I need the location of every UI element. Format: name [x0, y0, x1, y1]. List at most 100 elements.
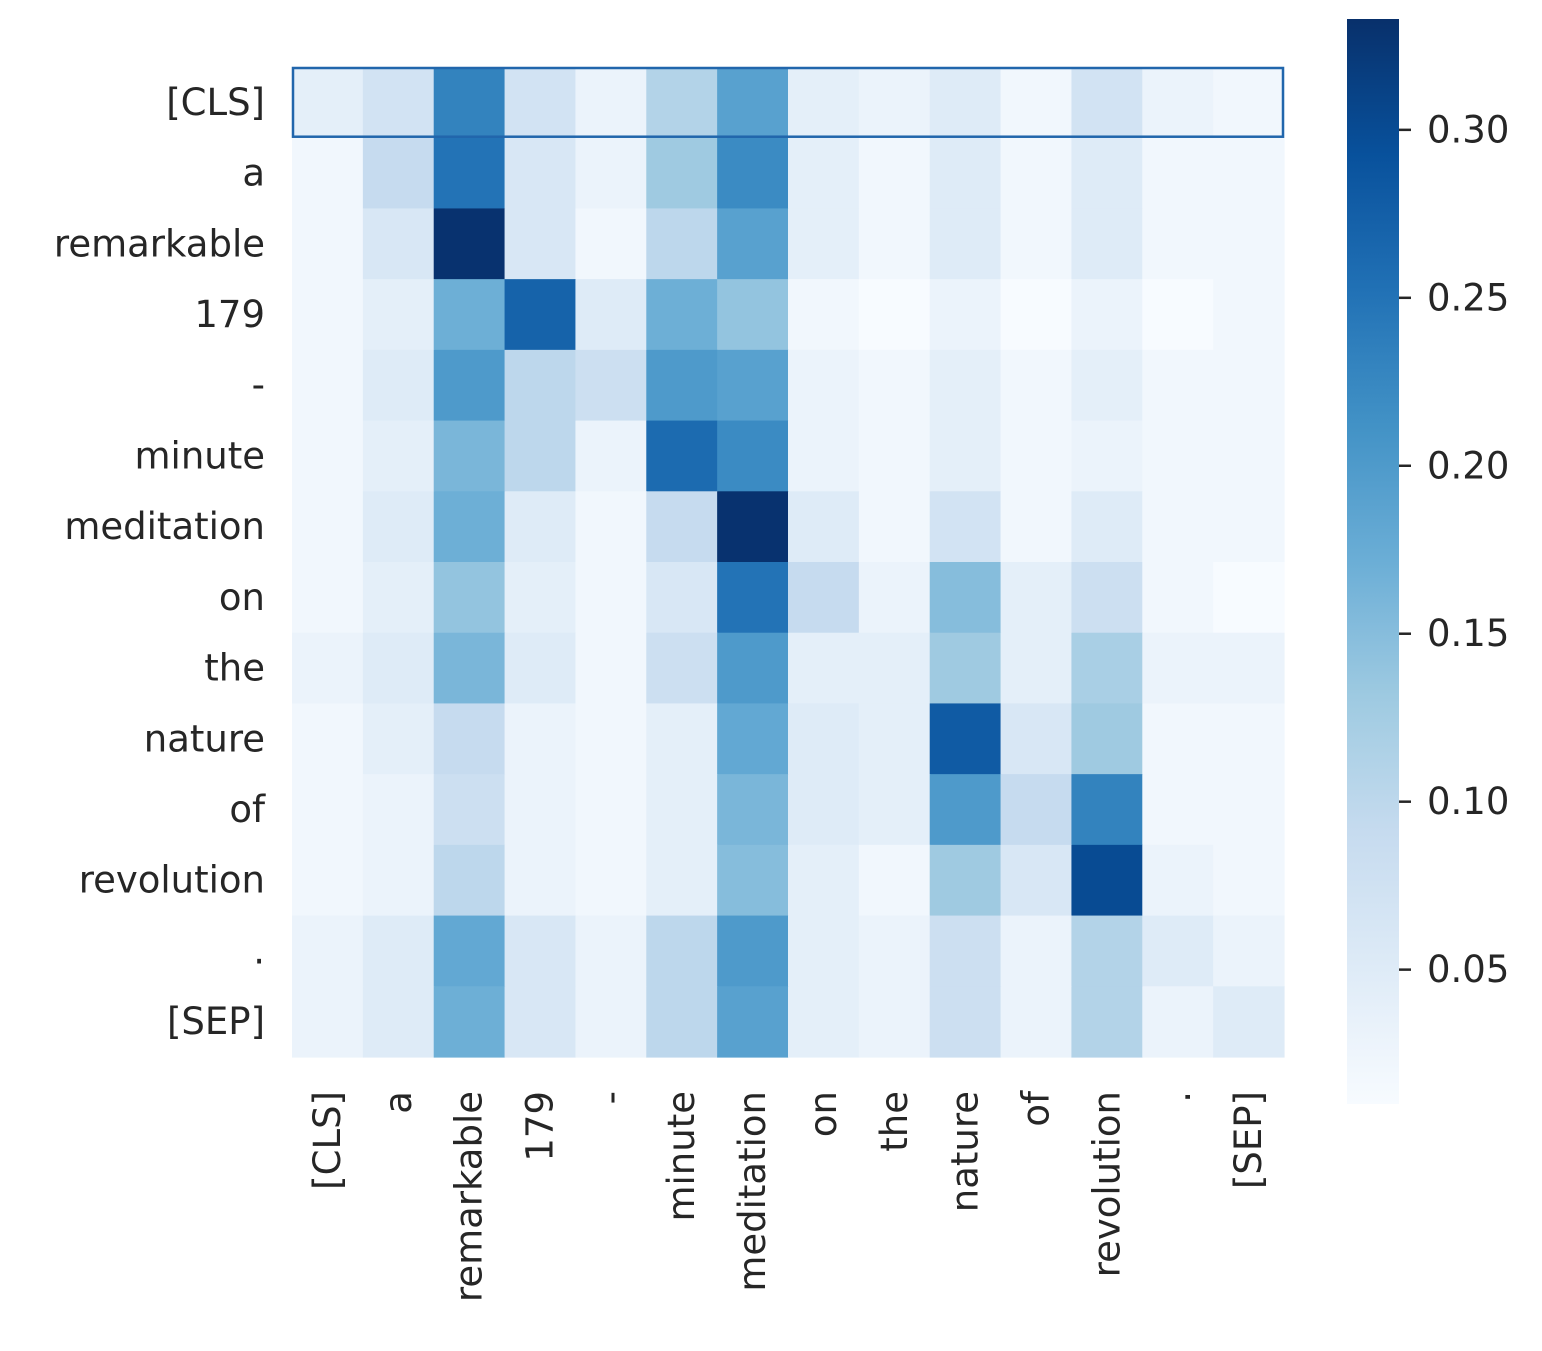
heatmap-cell — [504, 349, 577, 422]
heatmap-cell — [717, 491, 789, 563]
heatmap-cell — [292, 208, 364, 280]
heatmap-cell — [858, 774, 931, 846]
heatmap-cell — [1071, 137, 1143, 210]
heatmap-cell — [575, 986, 647, 1058]
heatmap-cell — [646, 137, 718, 210]
heatmap-cell — [788, 844, 860, 917]
heatmap-cell — [1071, 420, 1143, 492]
heatmap-cell — [1213, 986, 1285, 1058]
heatmap-cell — [1213, 279, 1285, 351]
heatmap-cell — [1142, 632, 1214, 705]
heatmap-cell — [788, 562, 860, 634]
heatmap-cell — [858, 420, 931, 492]
heatmap-cell — [433, 562, 506, 634]
heatmap-cell — [858, 986, 931, 1058]
heatmap-cell — [858, 632, 931, 705]
heatmap-cell — [1213, 774, 1285, 846]
heatmap-cell — [1071, 632, 1143, 705]
y-tick-label: revolution — [79, 859, 265, 902]
heatmap-cell — [292, 774, 364, 846]
heatmap-cell — [1142, 491, 1214, 563]
heatmap-cell — [1000, 208, 1073, 280]
heatmap-cell — [362, 137, 435, 210]
heatmap-cell — [858, 137, 931, 210]
y-tick-label: a — [242, 152, 265, 195]
heatmap-cell — [433, 67, 506, 139]
heatmap-cell — [646, 208, 718, 280]
x-tick-label: revolution — [1085, 1091, 1128, 1277]
heatmap-cell — [1071, 491, 1143, 563]
heatmap-cell — [504, 632, 577, 705]
heatmap-cell — [1142, 208, 1214, 280]
heatmap-cell — [433, 703, 506, 775]
heatmap-cell — [1000, 703, 1073, 775]
heatmap-cell — [929, 491, 1002, 563]
heatmap-cell — [788, 986, 860, 1058]
heatmap-cell — [433, 491, 506, 563]
heatmap-cell — [433, 420, 506, 492]
heatmap-cell — [717, 562, 789, 634]
heatmap-cell — [433, 349, 506, 422]
row-highlight — [291, 66, 1285, 138]
x-tick-label: of — [1015, 1090, 1058, 1127]
heatmap-cell — [504, 491, 577, 563]
heatmap-cell — [929, 279, 1002, 351]
heatmap-cell — [292, 632, 364, 705]
heatmap-cell — [1142, 986, 1214, 1058]
heatmap-cell — [929, 67, 1002, 139]
x-tick-label: the — [873, 1091, 916, 1152]
heatmap-cell — [1071, 774, 1143, 846]
x-tick-label: . — [1156, 1091, 1199, 1103]
heatmap-cell — [858, 844, 931, 917]
y-tick-label: nature — [144, 717, 265, 760]
y-tick-label: the — [204, 647, 265, 690]
heatmap-cell — [1000, 137, 1073, 210]
heatmap-cell — [292, 137, 364, 210]
heatmap-cell — [1142, 349, 1214, 422]
heatmap-cell — [717, 844, 789, 917]
heatmap-cell — [1213, 703, 1285, 775]
heatmap-cell — [575, 279, 647, 351]
heatmap-cell — [929, 915, 1002, 987]
heatmap-cell — [575, 420, 647, 492]
x-tick-label: [CLS] — [306, 1091, 349, 1190]
heatmap-cell — [646, 986, 718, 1058]
heatmap-cell — [646, 632, 718, 705]
heatmap-cell — [575, 632, 647, 705]
heatmap-cell — [362, 562, 435, 634]
heatmap-cell — [717, 137, 789, 210]
heatmap-cell — [1000, 420, 1073, 492]
heatmap-cell — [929, 632, 1002, 705]
heatmap-cell — [929, 844, 1002, 917]
heatmap-cells — [292, 67, 1285, 1058]
y-tick-label: on — [219, 576, 265, 619]
heatmap-cell — [1071, 844, 1143, 917]
heatmap-cell — [858, 562, 931, 634]
heatmap-cell — [646, 420, 718, 492]
heatmap-cell — [717, 420, 789, 492]
heatmap-cell — [858, 915, 931, 987]
heatmap-cell — [929, 562, 1002, 634]
heatmap-cell — [717, 349, 789, 422]
heatmap-cell — [1142, 844, 1214, 917]
y-tick-label: remarkable — [54, 222, 265, 265]
heatmap-cell — [1000, 774, 1073, 846]
y-tick-label: [CLS] — [166, 81, 265, 124]
heatmap-cell — [362, 632, 435, 705]
heatmap-cell — [292, 562, 364, 634]
heatmap-cell — [646, 349, 718, 422]
heatmap-cell — [575, 137, 647, 210]
colorbar-tick-label: 0.10 — [1427, 780, 1509, 823]
heatmap-cell — [504, 137, 577, 210]
colorbar-tick-label: 0.15 — [1427, 612, 1509, 655]
heatmap-cell — [788, 915, 860, 987]
heatmap-cell — [575, 915, 647, 987]
heatmap-cell — [504, 420, 577, 492]
x-tick-label: [SEP] — [1227, 1091, 1270, 1189]
heatmap-cell — [929, 774, 1002, 846]
heatmap-cell — [1000, 915, 1073, 987]
heatmap-cell — [575, 208, 647, 280]
heatmap-cell — [362, 349, 435, 422]
heatmap-cell — [575, 844, 647, 917]
x-tick-label: on — [802, 1091, 845, 1137]
